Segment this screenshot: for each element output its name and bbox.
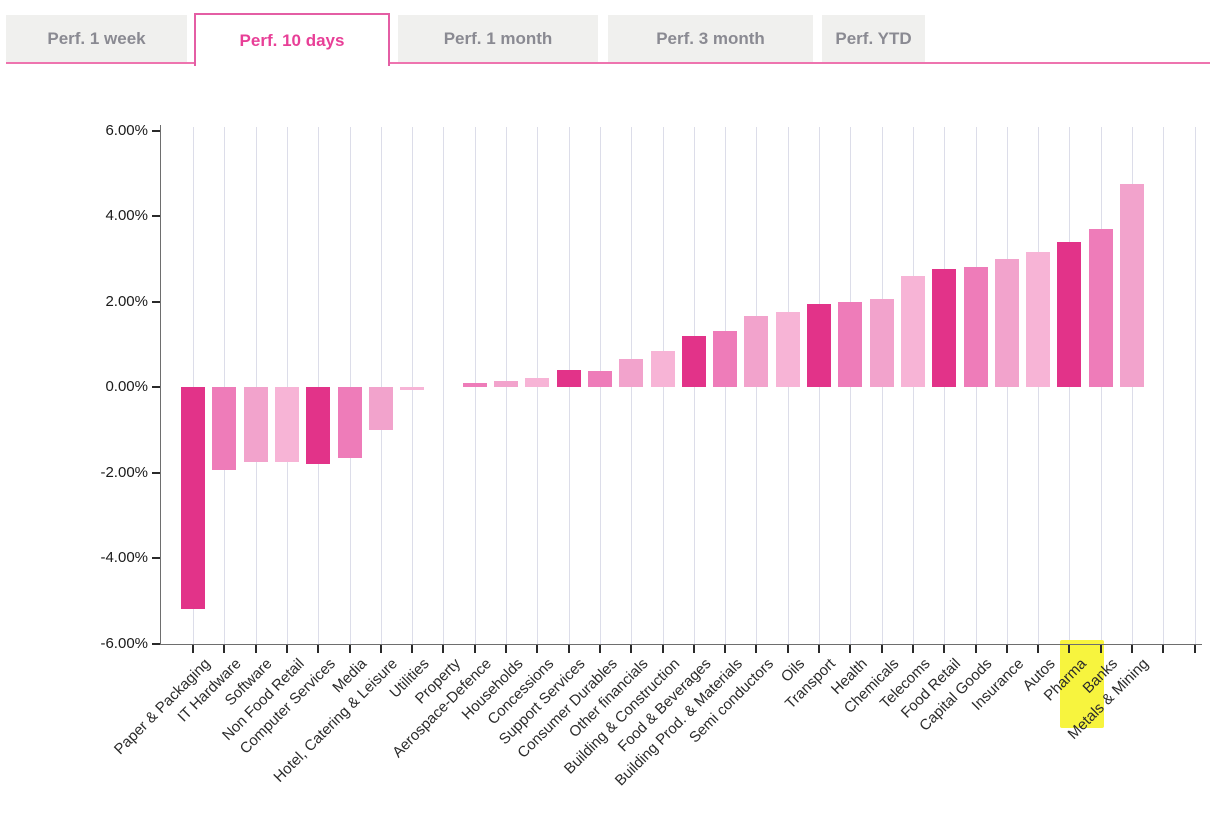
x-axis-tick: [411, 645, 414, 653]
y-axis-tick: [152, 215, 160, 217]
bar-concessions: [525, 378, 550, 387]
bar-health: [838, 301, 863, 387]
x-axis-tick: [536, 645, 539, 653]
bar-chemicals: [869, 299, 894, 387]
bar-support-services: [556, 369, 581, 387]
bar-consumer-durables: [587, 370, 612, 387]
bar-insurance: [994, 258, 1019, 387]
x-axis-tick: [786, 645, 789, 653]
highlight-banks: [1060, 640, 1104, 728]
x-axis-tick: [818, 645, 820, 653]
y-axis-tick: [152, 386, 160, 388]
x-axis-tick: [317, 645, 320, 653]
bar-pharma: [1057, 241, 1082, 387]
bar-telecoms: [900, 275, 925, 387]
gridline: [349, 127, 351, 644]
bar-it-hardware: [212, 387, 237, 471]
x-axis-line: [160, 644, 1202, 645]
gridline: [443, 127, 445, 644]
x-axis-tick: [567, 645, 570, 653]
y-axis-label: 6.00%: [105, 121, 148, 139]
y-axis-label: 0.00%: [105, 378, 148, 395]
bar-non-food-retail: [274, 387, 299, 462]
x-axis-tick: [1131, 645, 1133, 653]
x-axis-tick: [755, 645, 758, 653]
x-axis-tick: [661, 645, 664, 653]
gridline: [380, 127, 382, 644]
x-axis-tick: [473, 645, 476, 653]
x-axis-tick: [348, 645, 351, 653]
bar-households: [494, 380, 518, 387]
y-axis-tick: [152, 129, 160, 132]
x-axis-tick: [692, 645, 695, 653]
y-axis-tick: [152, 557, 160, 559]
x-axis-tick: [1005, 645, 1008, 653]
x-axis-tick: [442, 645, 445, 653]
bar-paper-packaging: [181, 387, 205, 610]
x-axis-tick: [379, 645, 382, 653]
y-axis-label: -2.00%: [100, 463, 148, 481]
gridline: [193, 127, 194, 644]
y-axis-tick: [152, 300, 160, 303]
x-axis-tick: [1037, 645, 1040, 653]
bar-hotel-catering-leisure: [368, 387, 393, 430]
bar-other-financials: [619, 359, 644, 387]
tab-perf-ytd[interactable]: Perf. YTD: [822, 15, 925, 62]
x-axis-tick: [974, 645, 977, 653]
y-axis-label: -6.00%: [100, 634, 148, 652]
bar-computer-services: [306, 387, 331, 464]
bar-aerospace-defence: [462, 382, 487, 387]
bar-media: [337, 387, 362, 458]
bar-building-construction: [650, 350, 675, 387]
x-axis-tick: [1162, 645, 1165, 653]
x-axis-tick: [505, 645, 507, 653]
gridline: [1163, 127, 1165, 644]
bar-food-beverages: [681, 335, 706, 387]
gridline: [318, 127, 320, 644]
bar-autos: [1026, 252, 1051, 387]
x-axis-tick: [254, 645, 257, 653]
x-axis-tick: [192, 645, 194, 653]
tab-perf-10-days[interactable]: Perf. 10 days: [194, 13, 390, 66]
bar-transport: [807, 303, 831, 387]
y-axis-tick: [152, 471, 160, 474]
x-axis-tick: [911, 645, 914, 653]
gridline: [1194, 127, 1196, 644]
bar-banks: [1088, 228, 1113, 387]
y-axis-label: 2.00%: [105, 292, 148, 310]
x-axis-tick: [1068, 645, 1071, 653]
gridline: [286, 127, 288, 644]
x-axis-tick: [598, 645, 601, 653]
bar-semi-conductors: [744, 316, 769, 387]
bar-software: [243, 387, 268, 462]
x-axis-tick: [849, 645, 852, 653]
tab-underline: [6, 62, 1210, 64]
bar-utilities: [400, 387, 425, 391]
x-axis-tick: [943, 645, 946, 653]
x-axis-tick: [285, 645, 288, 653]
y-axis-line: [160, 125, 161, 644]
x-axis-tick: [630, 645, 633, 653]
tab-perf-1-month[interactable]: Perf. 1 month: [398, 15, 598, 62]
gridline: [224, 127, 226, 644]
tab-perf-3-month[interactable]: Perf. 3 month: [608, 15, 813, 62]
bar-capital-goods: [963, 267, 988, 387]
bar-building-prod-materials: [713, 331, 738, 387]
x-axis-tick: [724, 645, 727, 653]
bar-metals-mining: [1120, 183, 1144, 387]
gridline: [255, 127, 257, 644]
gridline: [412, 127, 414, 644]
tab-perf-1-week[interactable]: Perf. 1 week: [6, 15, 187, 62]
bar-food-retail: [932, 269, 957, 387]
bar-oils: [775, 312, 800, 387]
x-axis-tick: [223, 645, 226, 653]
y-axis-label: -4.00%: [100, 549, 148, 566]
y-axis-label: 4.00%: [105, 207, 148, 224]
x-axis-tick: [1099, 645, 1102, 653]
x-axis-tick: [1193, 645, 1196, 653]
y-axis-tick: [152, 642, 160, 645]
x-axis-tick: [880, 645, 883, 653]
